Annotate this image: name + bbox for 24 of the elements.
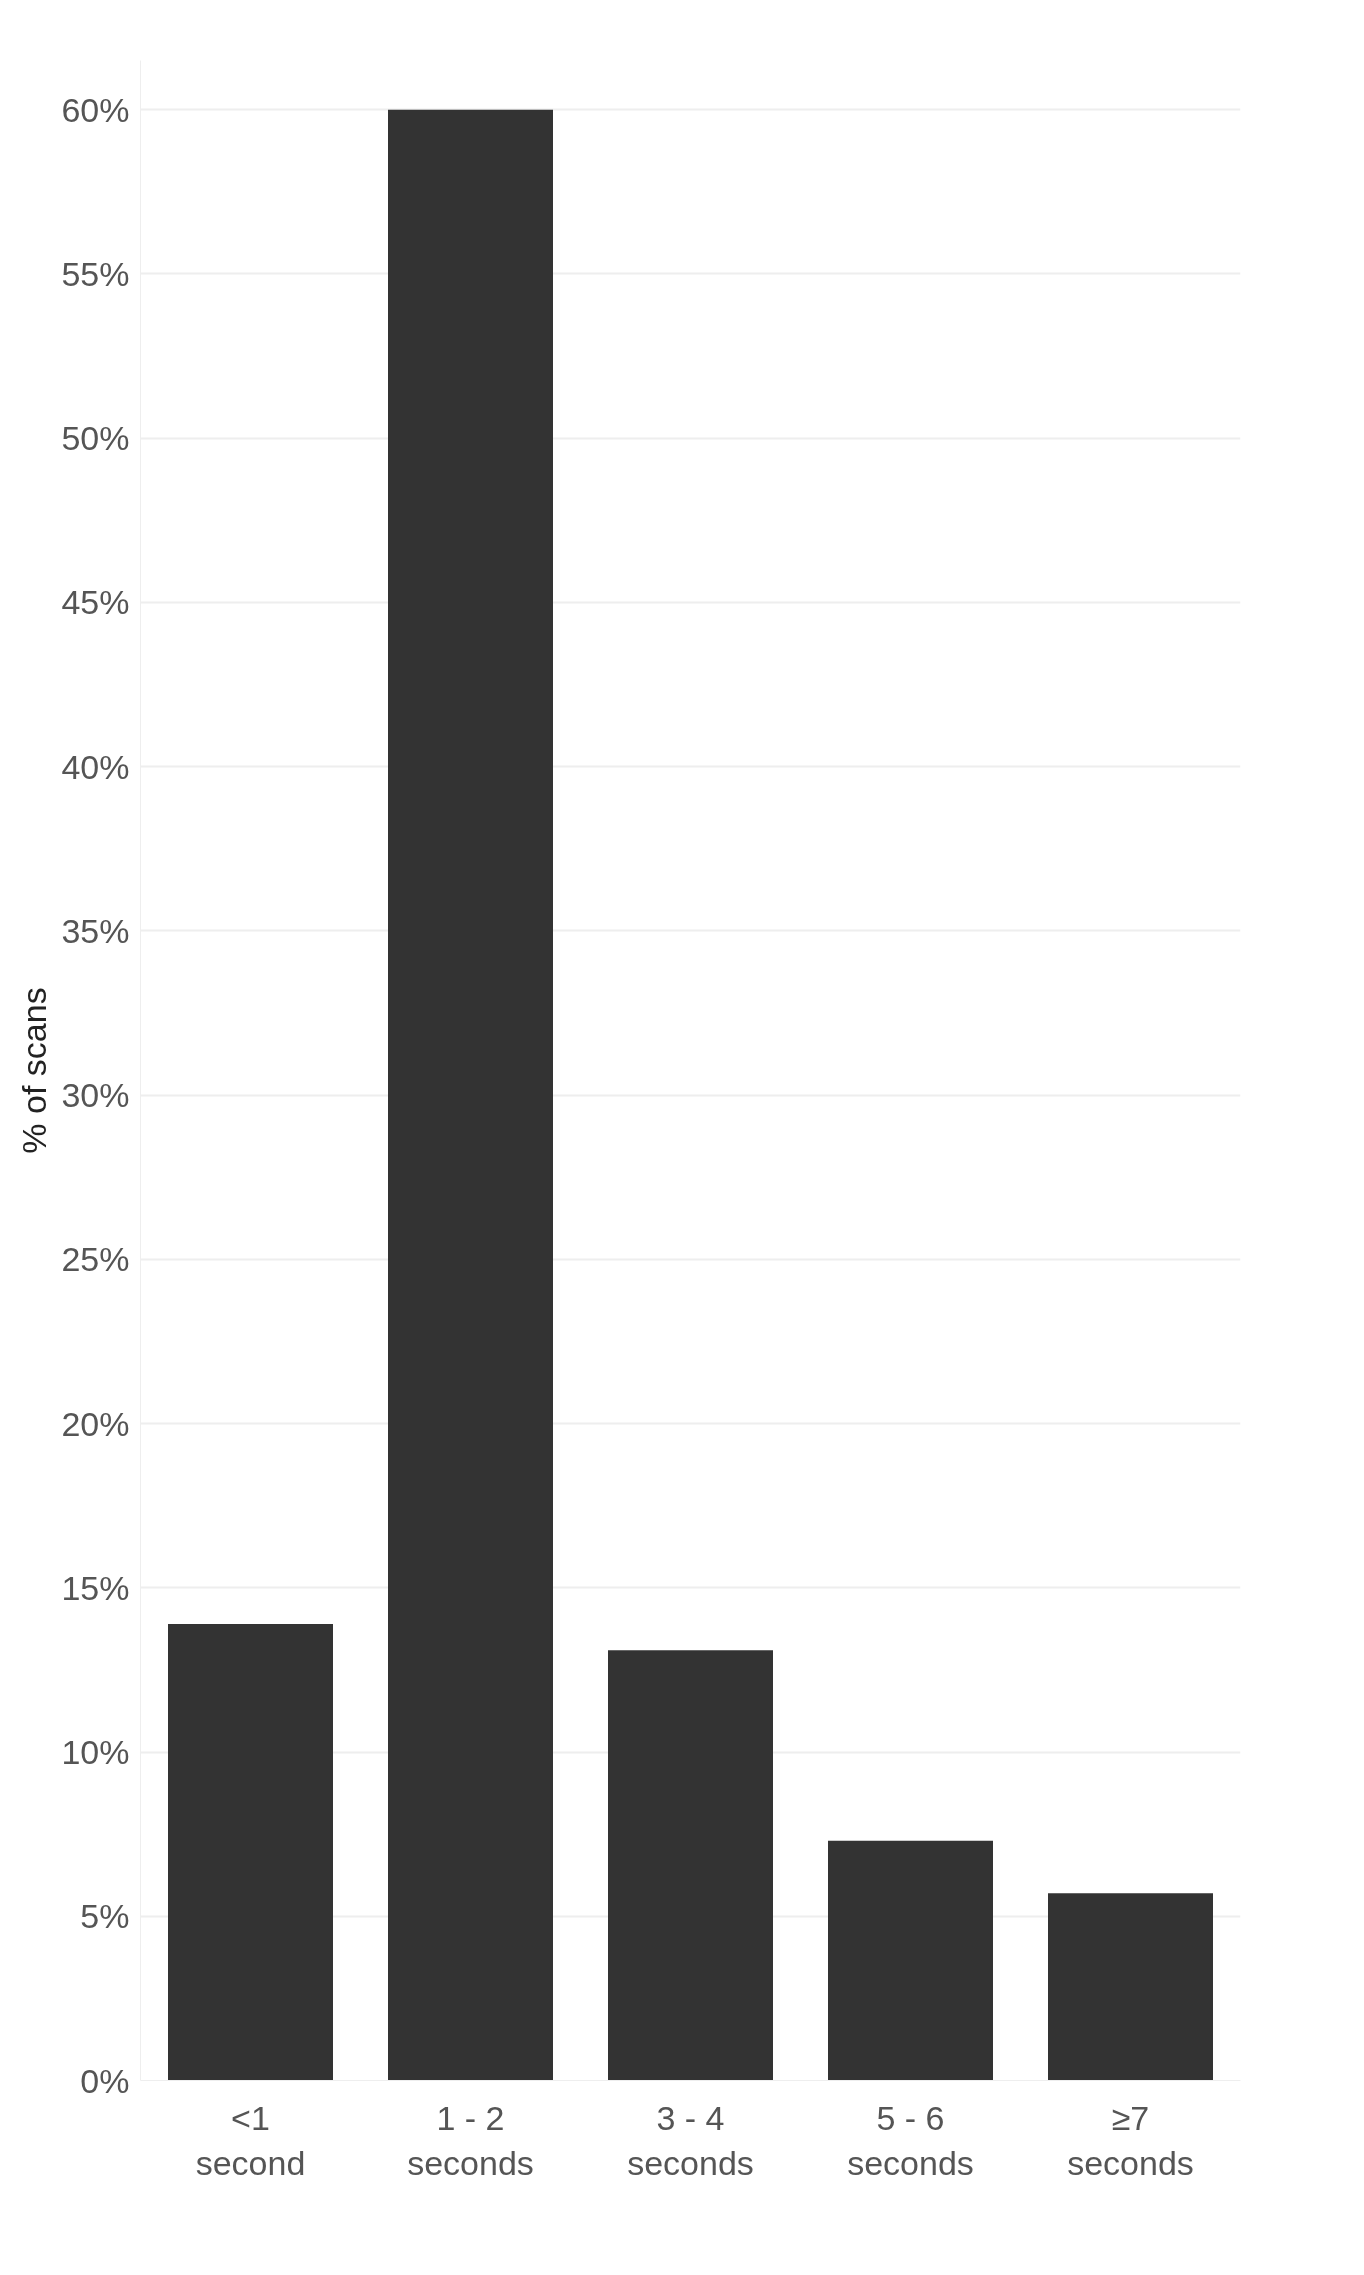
y-axis-title: % of scans xyxy=(15,987,54,1154)
y-tick-label: 50% xyxy=(61,419,130,458)
y-tick-label: 0% xyxy=(80,2061,130,2100)
y-tick-label: 10% xyxy=(61,1733,130,1772)
bar xyxy=(388,109,553,2081)
y-tick-label: 30% xyxy=(61,1076,130,1115)
bar xyxy=(828,1840,993,2081)
y-tick-label: 35% xyxy=(61,911,130,950)
y-tick-label: 15% xyxy=(61,1568,130,1607)
y-tick-label: 55% xyxy=(61,255,130,293)
bar xyxy=(1048,1893,1213,2081)
x-tick-label: ≥7 seconds xyxy=(1067,2098,1194,2183)
x-tick-label: 5 - 6 seconds xyxy=(847,2098,974,2183)
x-tick-label: <1 second xyxy=(195,2098,306,2183)
y-tick-label: 60% xyxy=(61,90,130,129)
y-tick-label: 45% xyxy=(61,583,130,622)
y-tick-label: 20% xyxy=(61,1404,130,1443)
y-tick-label: 5% xyxy=(80,1897,130,1936)
y-tick-label: 25% xyxy=(61,1240,130,1279)
x-tick-label: 1 - 2 seconds xyxy=(407,2098,534,2183)
bar xyxy=(608,1650,773,2081)
bar xyxy=(168,1623,333,2081)
x-tick-label: 3 - 4 seconds xyxy=(627,2098,754,2183)
y-tick-label: 40% xyxy=(61,747,130,786)
